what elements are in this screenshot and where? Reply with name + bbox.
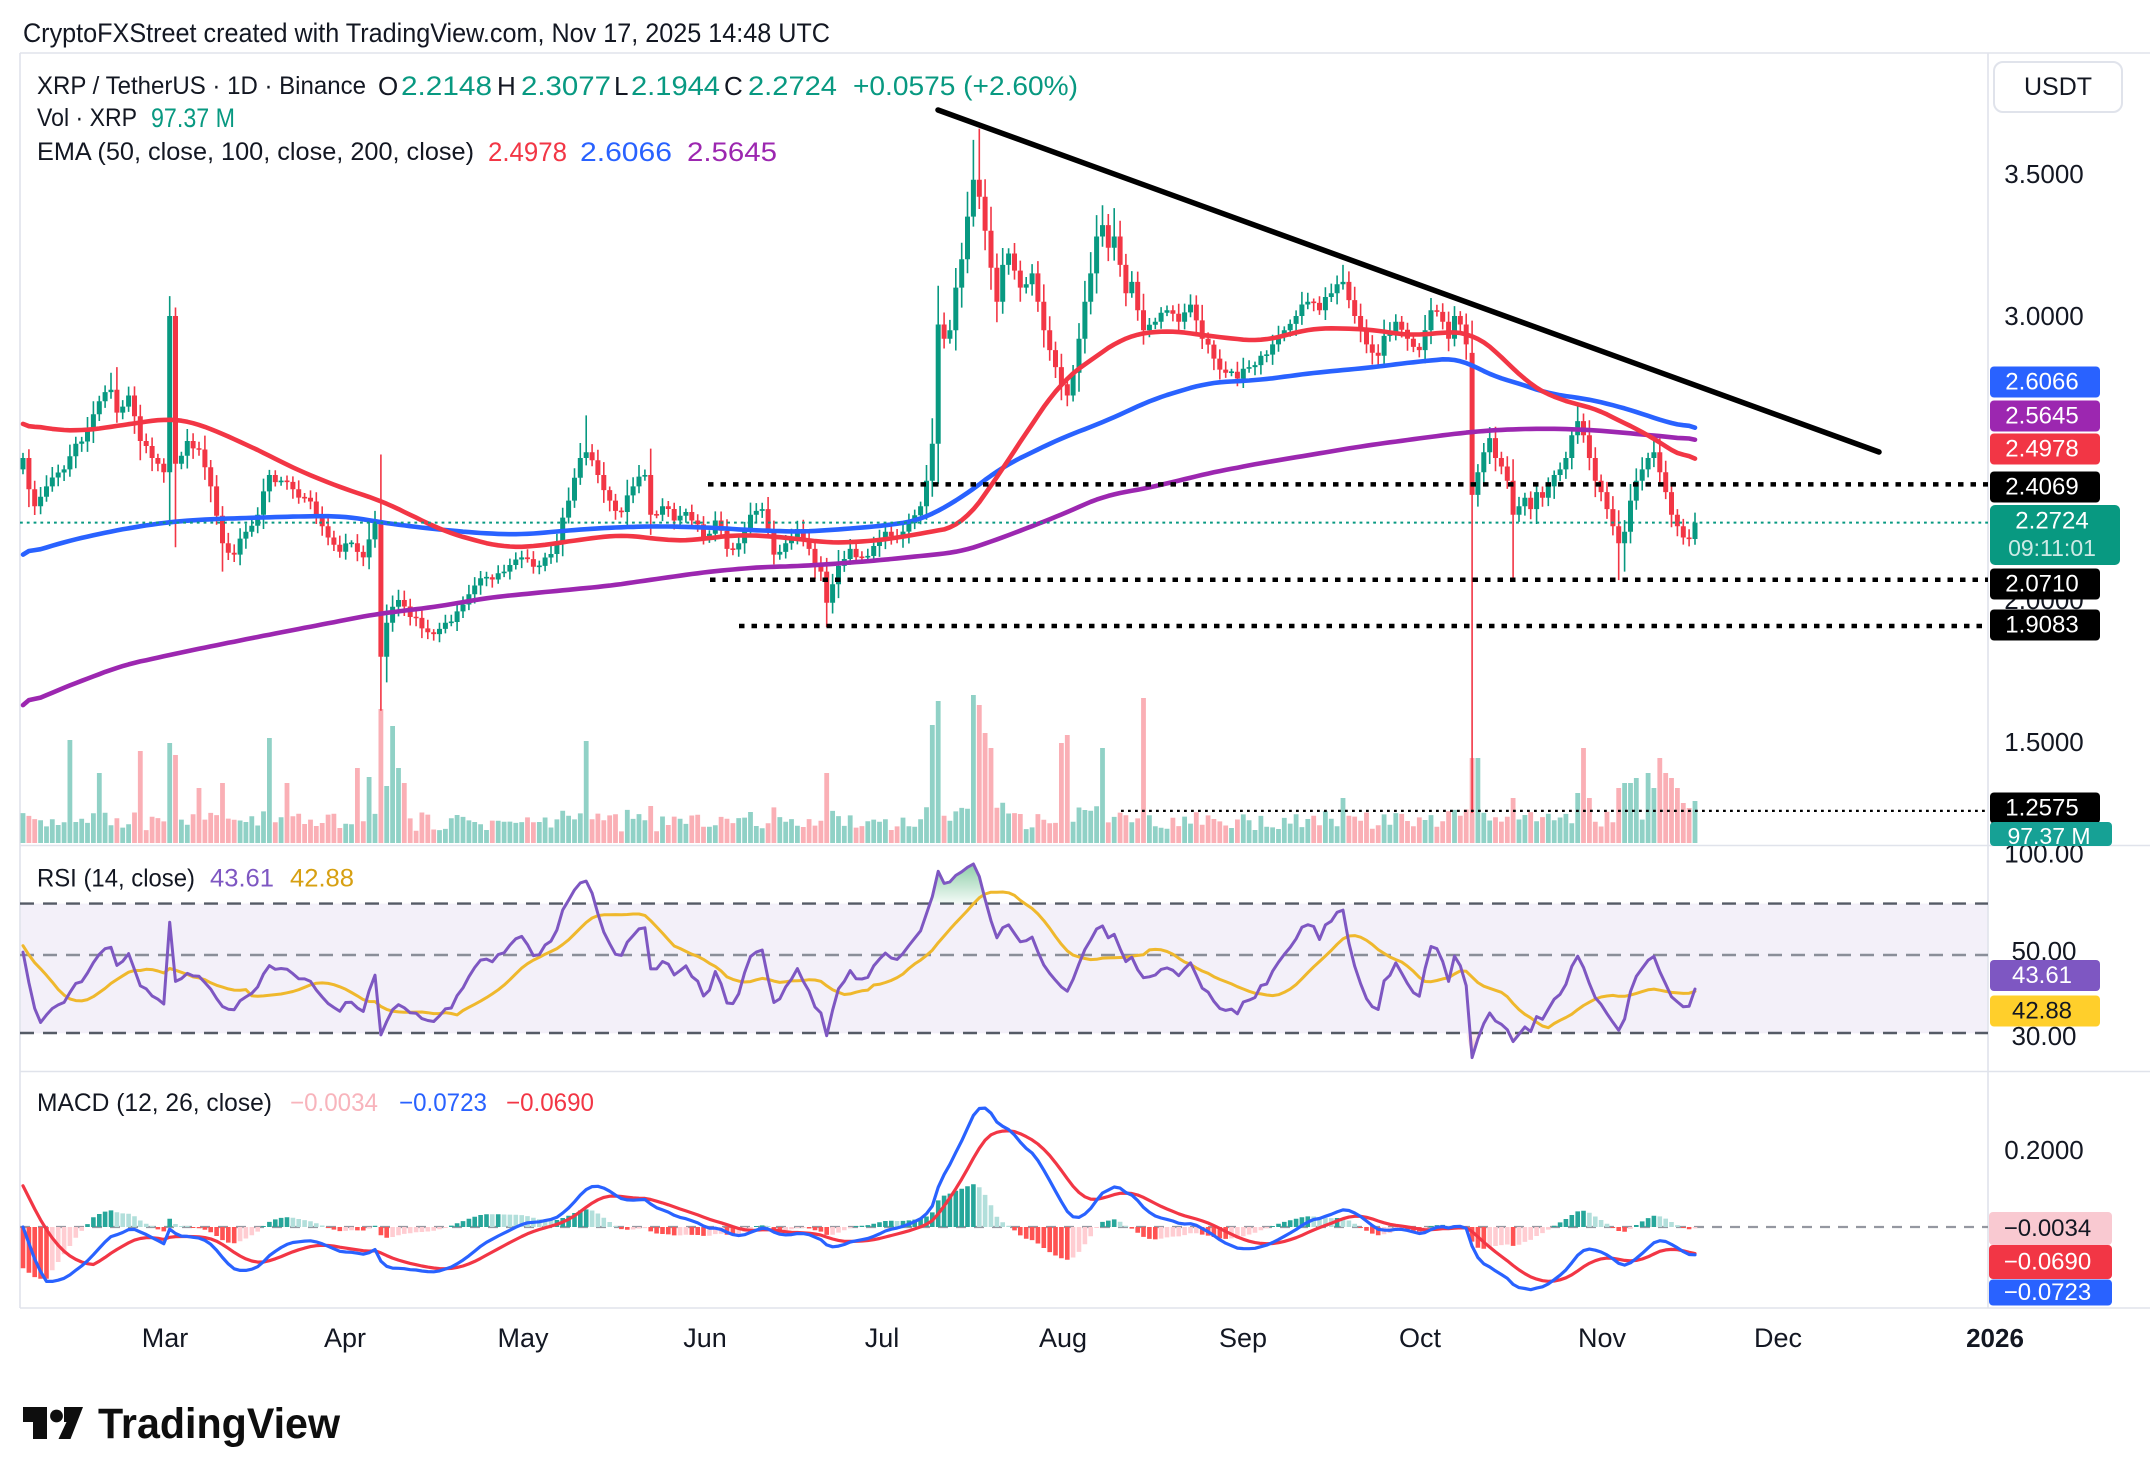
svg-text:Apr: Apr <box>324 1323 366 1353</box>
svg-text:43.61: 43.61 <box>210 865 274 893</box>
svg-text:Jul: Jul <box>865 1323 900 1353</box>
svg-text:−0.0034: −0.0034 <box>2004 1215 2091 1242</box>
svg-text:Vol · XRP: Vol · XRP <box>37 104 137 132</box>
svg-text:C: C <box>724 71 743 101</box>
svg-text:2.3077: 2.3077 <box>521 71 611 101</box>
svg-text:2.4978: 2.4978 <box>488 137 567 167</box>
svg-text:XRP / TetherUS · 1D · Binance: XRP / TetherUS · 1D · Binance <box>37 72 366 100</box>
svg-text:09:11:01: 09:11:01 <box>2008 535 2096 561</box>
svg-text:1.9083: 1.9083 <box>2005 612 2078 639</box>
svg-text:RSI (14, close): RSI (14, close) <box>37 865 195 893</box>
svg-text:−0.0723: −0.0723 <box>2004 1279 2091 1306</box>
svg-text:2.2724: 2.2724 <box>748 71 837 101</box>
svg-text:2.6066: 2.6066 <box>2005 369 2078 396</box>
svg-text:2.1944: 2.1944 <box>631 71 720 101</box>
svg-text:97.37 M: 97.37 M <box>2007 823 2090 849</box>
svg-text:Jun: Jun <box>683 1323 727 1353</box>
svg-text:1.2575: 1.2575 <box>2005 795 2078 822</box>
svg-text:MACD (12, 26, close): MACD (12, 26, close) <box>37 1089 272 1117</box>
svg-text:EMA (50, close, 100, close, 20: EMA (50, close, 100, close, 200, close) <box>37 138 474 166</box>
svg-text:0.2000: 0.2000 <box>2004 1135 2084 1165</box>
svg-text:Oct: Oct <box>1399 1323 1442 1353</box>
svg-text:Sep: Sep <box>1219 1323 1267 1353</box>
svg-text:2.5645: 2.5645 <box>2005 403 2078 430</box>
svg-text:2.0710: 2.0710 <box>2005 571 2078 598</box>
svg-text:2.4069: 2.4069 <box>2005 474 2078 501</box>
svg-text:3.0000: 3.0000 <box>2004 301 2084 331</box>
svg-text:97.37 M: 97.37 M <box>151 103 235 133</box>
svg-text:−0.0690: −0.0690 <box>2004 1249 2091 1276</box>
svg-text:2026: 2026 <box>1966 1323 2024 1353</box>
svg-text:USDT: USDT <box>2024 73 2092 101</box>
svg-text:2.4978: 2.4978 <box>2005 436 2078 463</box>
svg-text:2.2148: 2.2148 <box>401 71 492 101</box>
svg-text:May: May <box>497 1323 549 1353</box>
svg-text:−0.0034: −0.0034 <box>290 1089 378 1117</box>
svg-text:Mar: Mar <box>142 1323 189 1353</box>
svg-text:43.61: 43.61 <box>2012 962 2072 989</box>
svg-text:2.6066: 2.6066 <box>580 137 672 167</box>
svg-text:O: O <box>378 71 398 101</box>
svg-text:42.88: 42.88 <box>290 865 354 893</box>
svg-text:1.5000: 1.5000 <box>2004 727 2084 757</box>
svg-text:2.5645: 2.5645 <box>687 137 777 167</box>
svg-text:TradingView: TradingView <box>98 1400 341 1448</box>
svg-text:Nov: Nov <box>1578 1323 1627 1353</box>
svg-text:2.2724: 2.2724 <box>2015 508 2088 535</box>
svg-text:42.88: 42.88 <box>2012 998 2072 1025</box>
svg-text:H: H <box>497 71 516 101</box>
svg-text:+0.0575 (+2.60%): +0.0575 (+2.60%) <box>853 71 1078 101</box>
svg-text:3.5000: 3.5000 <box>2004 159 2084 189</box>
svg-text:Dec: Dec <box>1754 1323 1802 1353</box>
svg-text:−0.0723: −0.0723 <box>399 1089 487 1117</box>
svg-text:L: L <box>614 71 628 101</box>
svg-text:CryptoFXStreet created with Tr: CryptoFXStreet created with TradingView.… <box>23 18 830 48</box>
svg-text:−0.0690: −0.0690 <box>506 1089 594 1117</box>
svg-text:Aug: Aug <box>1039 1323 1087 1353</box>
